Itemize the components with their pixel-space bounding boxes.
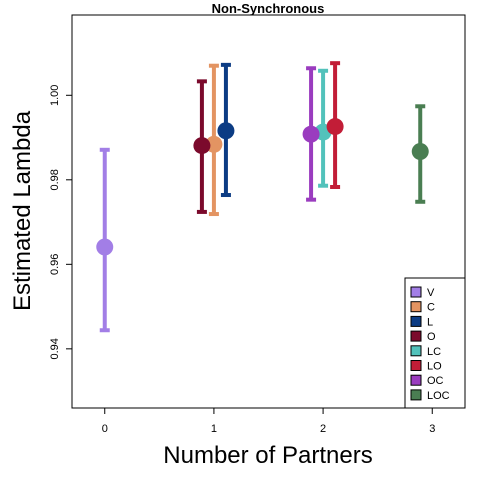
legend-item: OC <box>410 374 444 387</box>
legend-label: L <box>427 316 433 328</box>
data-point <box>411 142 429 160</box>
legend-label: V <box>427 287 435 299</box>
legend-item: O <box>410 330 436 343</box>
series-v <box>96 147 114 333</box>
legend-swatch <box>410 360 422 371</box>
x-tick-label: 0 <box>102 423 108 435</box>
legend-label: LO <box>427 361 442 373</box>
legend-swatch <box>410 315 422 327</box>
data-point <box>302 125 320 143</box>
data-point <box>217 122 235 140</box>
y-tick-label: 1.00 <box>49 85 61 106</box>
legend-label: O <box>427 331 436 343</box>
legend-swatch <box>410 286 422 298</box>
series-lo <box>326 61 344 189</box>
legend-item: C <box>410 301 435 314</box>
y-tick-label: 0.96 <box>49 254 61 275</box>
legend-box <box>404 277 466 409</box>
legend-swatch <box>410 389 422 401</box>
legend-label: LC <box>427 346 441 358</box>
legend-label: LOC <box>427 390 450 402</box>
x-axis-title: Number of Partners <box>163 442 372 469</box>
legend-swatch <box>410 330 422 342</box>
x-tick-label: 2 <box>320 423 326 435</box>
legend-item: V <box>410 286 435 299</box>
data-point <box>96 238 114 256</box>
y-axis-title: Estimated Lambda <box>9 110 36 311</box>
x-tick-label: 1 <box>211 423 217 435</box>
legend-swatch <box>410 301 422 313</box>
y-tick-label: 0.98 <box>49 169 61 190</box>
legend-item: LO <box>410 360 442 373</box>
series-o <box>193 79 211 214</box>
legend-item: LC <box>410 345 441 358</box>
legend-label: C <box>427 302 435 314</box>
data-point <box>326 118 344 136</box>
data-series <box>96 61 429 333</box>
legend-swatch <box>410 374 422 386</box>
y-axis: 0.94 0.96 0.98 1.00 <box>49 85 72 360</box>
x-axis: 0 1 2 3 <box>102 408 435 435</box>
series-oc <box>302 66 320 202</box>
legend-item: LOC <box>410 389 450 402</box>
x-tick-label: 3 <box>429 423 435 435</box>
legend-item: L <box>410 315 433 328</box>
y-tick-label: 0.94 <box>49 338 61 359</box>
plot-area <box>71 14 466 409</box>
data-point <box>193 137 211 155</box>
legend-swatch <box>410 345 422 357</box>
chart-title: Non-Synchronous <box>212 1 325 16</box>
legend-label: OC <box>427 375 444 387</box>
series-l <box>217 62 235 198</box>
series-loc <box>411 104 429 204</box>
